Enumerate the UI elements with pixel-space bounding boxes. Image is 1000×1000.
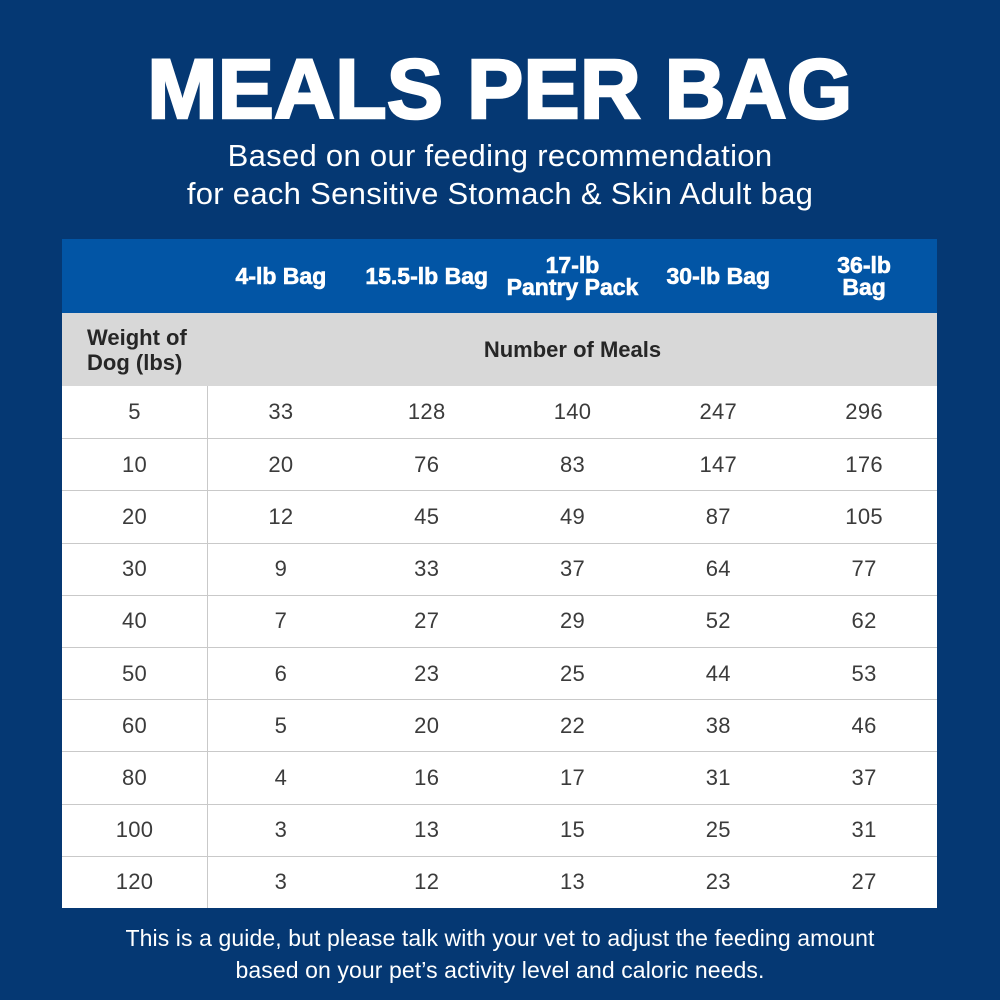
weight-cell: 5 <box>62 386 208 439</box>
meals-cell: 3 <box>274 869 288 895</box>
meals-cell: 105 <box>845 503 883 529</box>
meals-cell: 23 <box>705 869 731 895</box>
weight-cell: 80 <box>62 752 208 804</box>
table-row: 120 3 12 13 23 27 <box>62 855 937 908</box>
meals-cell: 13 <box>559 869 586 895</box>
meals-cell: 20 <box>414 712 440 738</box>
meals-cell: 76 <box>414 451 440 477</box>
meals-cell: 140 <box>553 399 592 425</box>
subtitle-line1: Based on our feeding recommendation <box>227 138 773 173</box>
table-row: 40 7 27 29 52 62 <box>62 594 937 647</box>
table-row: 5 33 128 140 247 296 <box>62 386 937 439</box>
weight-cell: 40 <box>62 595 208 647</box>
meals-cell: 20 <box>268 451 294 477</box>
meals-cell: 13 <box>414 817 440 843</box>
column-header-1: 15.5-lb Bag <box>365 263 489 289</box>
meals-cell: 247 <box>699 399 738 425</box>
meals-cell: 33 <box>414 556 440 582</box>
weight-cell: 30 <box>62 543 208 595</box>
meals-cell: 45 <box>414 503 440 529</box>
meals-cell: 52 <box>705 608 731 634</box>
meals-cell: 25 <box>705 817 731 843</box>
meals-cell: 37 <box>559 556 586 582</box>
weight-cell: 100 <box>62 804 208 856</box>
table-row: 100 3 13 15 25 31 <box>62 803 937 856</box>
column-header-0: 4-lb Bag <box>235 263 327 289</box>
column-header-2: 17-lb Pantry Pack <box>506 252 639 300</box>
meals-cell: 12 <box>268 503 294 529</box>
table-row: 50 6 23 25 44 53 <box>62 646 937 700</box>
meals-cell: 83 <box>559 451 586 477</box>
meals-cell: 5 <box>274 712 288 738</box>
meals-cell: 38 <box>705 712 731 738</box>
meals-cell: 31 <box>851 817 877 843</box>
weight-cell: 50 <box>62 647 208 700</box>
meals-cell: 16 <box>414 764 440 790</box>
table-row: 80 4 16 17 31 37 <box>62 751 937 804</box>
table-subheader-row: Weight of Dog (lbs) Number of Meals <box>62 313 937 386</box>
meals-cell: 12 <box>414 869 440 895</box>
number-of-meals-header: Number of Meals <box>483 336 662 362</box>
meals-cell: 27 <box>851 869 877 895</box>
footer-note-line1: This is a guide, but please talk with yo… <box>125 925 875 951</box>
weight-cell: 20 <box>62 491 208 543</box>
meals-cell: 147 <box>699 451 738 477</box>
column-header-3: 30-lb Bag <box>666 263 771 289</box>
meals-cell: 22 <box>559 712 586 738</box>
meals-cell: 31 <box>705 764 731 790</box>
meals-cell: 15 <box>559 817 586 843</box>
meals-per-bag-table: 4-lb Bag 15.5-lb Bag 17-lb Pantry Pack 30-l… <box>62 239 937 908</box>
meals-cell: 9 <box>274 556 288 582</box>
table-row: 20 12 45 49 87 105 <box>62 490 937 543</box>
page-title: MEALS PER BAG <box>146 42 853 136</box>
meals-cell: 46 <box>851 712 877 738</box>
meals-cell: 29 <box>559 608 586 634</box>
weight-column-header: Weight of Dog (lbs) <box>87 324 187 375</box>
meals-cell: 64 <box>705 556 731 582</box>
meals-cell: 7 <box>274 608 288 634</box>
meals-cell: 62 <box>851 608 877 634</box>
meals-cell: 128 <box>407 399 446 425</box>
meals-cell: 53 <box>851 660 877 686</box>
meals-cell: 6 <box>274 660 288 686</box>
meals-cell: 87 <box>705 503 731 529</box>
subtitle-line2: for each Sensitive Stomach & Skin Adult … <box>186 176 814 211</box>
meals-cell: 27 <box>414 608 440 634</box>
footer-note: This is a guide, but please talk with yo… <box>0 908 1000 1000</box>
table-row: 10 20 76 83 147 176 <box>62 438 937 491</box>
meals-cell: 49 <box>559 503 586 529</box>
meals-cell: 3 <box>274 817 288 843</box>
weight-cell: 60 <box>62 700 208 752</box>
meals-cell: 4 <box>274 764 288 790</box>
meals-cell: 176 <box>845 451 883 477</box>
table-body: 5 33 128 140 247 296 10 20 76 83 147 176 20 12 45 49 87 1… <box>62 386 937 908</box>
table-header-row: 4-lb Bag 15.5-lb Bag 17-lb Pantry Pack 30-l… <box>62 239 937 313</box>
meals-cell: 17 <box>559 764 586 790</box>
meals-cell: 23 <box>414 660 440 686</box>
footer-note-line2: based on your pet’s activity level and c… <box>235 957 765 983</box>
table-row: 30 9 33 37 64 77 <box>62 542 937 595</box>
weight-cell: 120 <box>62 856 208 908</box>
meals-cell: 44 <box>705 660 731 686</box>
meals-cell: 33 <box>268 399 294 425</box>
table-row: 60 5 20 22 38 46 <box>62 699 937 752</box>
meals-cell: 25 <box>559 660 586 686</box>
meals-cell: 296 <box>845 399 883 425</box>
column-header-4: 36-lb Bag <box>837 252 891 300</box>
meals-cell: 37 <box>851 764 877 790</box>
meals-cell: 77 <box>851 556 877 582</box>
weight-cell: 10 <box>62 439 208 491</box>
